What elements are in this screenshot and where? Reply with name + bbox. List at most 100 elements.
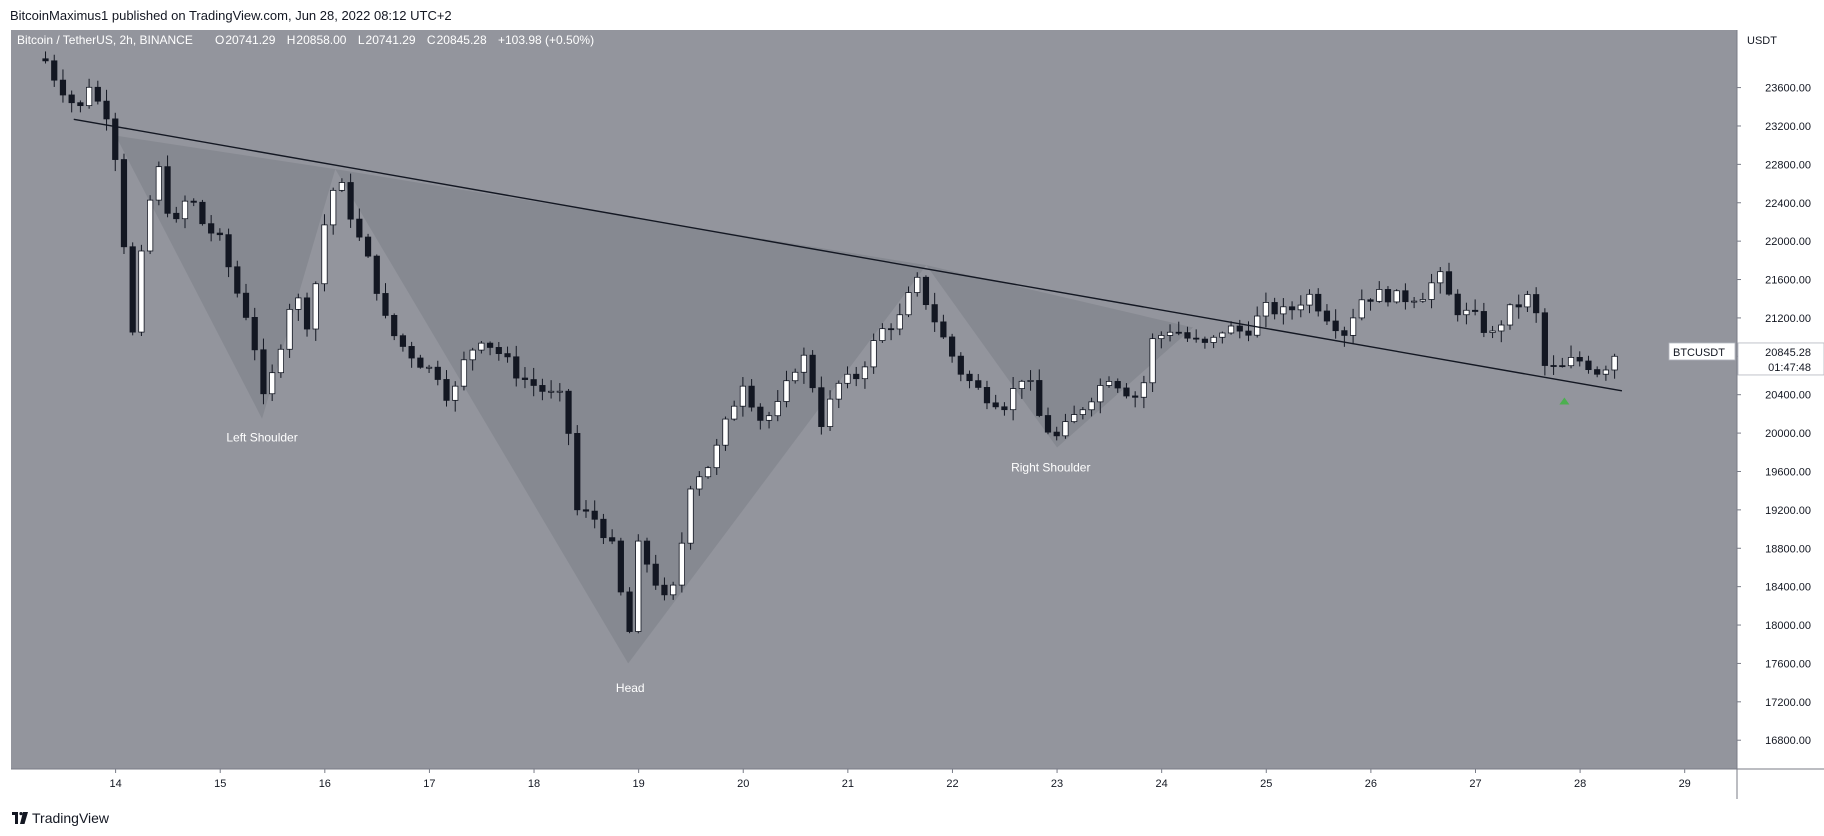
candle-down <box>661 584 668 596</box>
time-tick-label: 25 <box>1260 778 1272 790</box>
chart-frame[interactable]: Left Shoulder Head Right Shoulder USDT 2360… <box>11 30 1824 799</box>
candle-down <box>364 236 372 257</box>
candle-up <box>1411 300 1418 303</box>
candle-up <box>1097 385 1104 403</box>
candle-up <box>1210 336 1217 343</box>
candle-down <box>565 390 572 434</box>
candle-down <box>887 328 895 331</box>
price-tick-label: 21200.00 <box>1765 313 1811 325</box>
price-tick-label: 17600.00 <box>1765 658 1811 670</box>
candle-down <box>77 102 84 107</box>
tradingview-logo-icon[interactable] <box>12 812 28 824</box>
candle-down <box>600 518 607 539</box>
candle-up <box>1358 299 1365 319</box>
candle-down <box>242 292 250 318</box>
price-tick-label: 16800.00 <box>1765 735 1811 747</box>
candle-down <box>347 182 354 220</box>
plot-background <box>11 30 1737 769</box>
candle-down <box>251 317 258 351</box>
candle-up <box>147 199 154 252</box>
candle-down <box>1053 431 1060 437</box>
candle-down <box>809 354 816 389</box>
overlay-layer: Left Shoulder Head Right Shoulder <box>73 118 1623 695</box>
last-price-badge[interactable]: BTCUSDT 20845.28 01:47:48 <box>1668 342 1824 376</box>
candle-up <box>1227 325 1235 334</box>
candle-up <box>452 385 459 401</box>
candle-down <box>356 218 363 238</box>
last-price-value-box <box>1737 342 1824 376</box>
candle-up <box>1611 355 1618 371</box>
last-price-symbol: BTCUSDT <box>1673 347 1725 359</box>
candle-up <box>1280 306 1287 315</box>
pattern-triangle-3 <box>926 265 1194 448</box>
candle-up <box>1158 335 1165 340</box>
candle-down <box>391 314 398 337</box>
candle-down <box>1480 311 1487 333</box>
candle-up <box>1254 315 1261 336</box>
candle-up <box>914 276 921 293</box>
candle-down <box>983 387 991 404</box>
candle-up <box>425 366 433 369</box>
candle-down <box>1367 299 1374 302</box>
candle-up <box>1027 380 1034 382</box>
candle-down <box>1454 293 1461 316</box>
time-tick-label: 15 <box>214 778 226 790</box>
time-scale-panel[interactable] <box>11 769 1737 799</box>
candle-down <box>652 563 659 586</box>
candle-up <box>1376 289 1383 302</box>
last-price-value: 20845.28 <box>1765 347 1811 359</box>
candle-up <box>896 314 903 330</box>
candle-up <box>870 340 877 368</box>
time-tick-label: 18 <box>528 778 540 790</box>
candle-up <box>1071 414 1078 423</box>
candle-up <box>277 348 284 374</box>
candle-up <box>722 418 729 446</box>
publisher-line: BitcoinMaximus1 published on TradingView… <box>10 8 452 23</box>
candle-up <box>1105 381 1113 386</box>
candle-down <box>303 297 311 330</box>
price-scale-panel[interactable] <box>1737 30 1824 799</box>
candle-down <box>225 234 232 268</box>
price-chart[interactable]: Left Shoulder Head Right Shoulder USDT 2360… <box>11 30 1824 799</box>
price-tick-label: 22000.00 <box>1765 236 1811 248</box>
time-tick-label: 16 <box>319 778 331 790</box>
candle-down <box>1193 337 1200 340</box>
candles-layer <box>42 51 1618 634</box>
candle-up <box>783 380 790 402</box>
candle-down <box>748 385 755 408</box>
candle-up <box>765 415 773 421</box>
candle-down <box>513 356 520 379</box>
candle-up <box>844 373 851 384</box>
candle-up <box>1428 282 1435 300</box>
annotation-label-3: Right Shoulder <box>1011 460 1090 474</box>
candle-up <box>739 385 746 407</box>
price-tick-label: 22800.00 <box>1765 159 1811 171</box>
time-tick-label: 22 <box>946 778 958 790</box>
candle-down <box>626 591 633 632</box>
candle-down <box>1341 330 1348 336</box>
time-tick-label: 27 <box>1469 778 1481 790</box>
candle-up <box>138 250 145 333</box>
candle-up <box>295 297 302 310</box>
footer-brand[interactable]: TradingView <box>32 810 110 826</box>
price-tick-label: 20400.00 <box>1765 390 1811 402</box>
candle-down <box>1288 306 1296 311</box>
candle-up <box>670 584 677 596</box>
candle-down <box>539 385 546 392</box>
time-tick-label: 20 <box>737 778 749 790</box>
candle-down <box>173 212 180 220</box>
candle-up <box>1079 409 1086 415</box>
time-tick-label: 28 <box>1574 778 1586 790</box>
candle-up <box>460 359 468 387</box>
candle-down <box>1236 325 1243 332</box>
candle-down <box>42 58 49 62</box>
pattern-triangle-2 <box>335 169 927 664</box>
candle-up <box>338 182 346 191</box>
price-tick-label: 18000.00 <box>1765 620 1811 632</box>
candle-down <box>234 266 241 294</box>
candle-up <box>469 349 476 361</box>
candle-down <box>853 373 860 380</box>
candle-down <box>931 304 938 323</box>
candle-up <box>678 542 685 586</box>
candle-up <box>1506 304 1514 326</box>
